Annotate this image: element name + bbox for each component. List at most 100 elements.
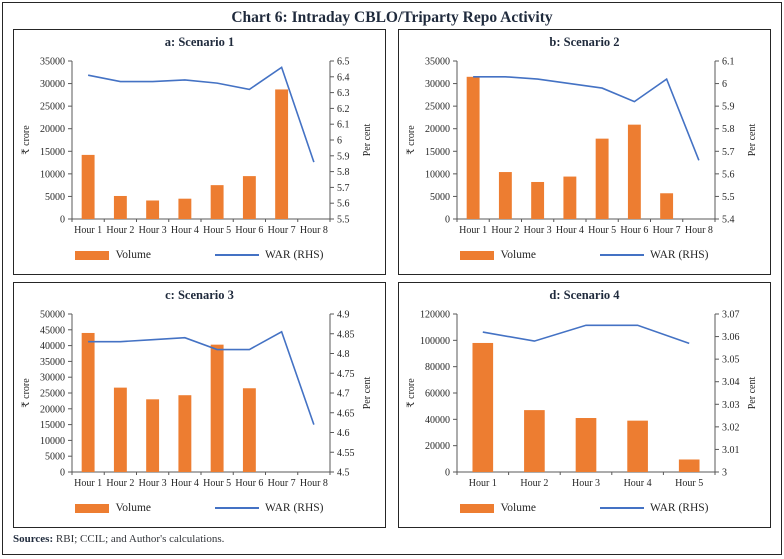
svg-text:5.6: 5.6 [337, 199, 350, 210]
svg-text:25000: 25000 [425, 102, 450, 113]
panel-title-b: b: Scenario 2 [549, 35, 620, 49]
svg-text:100000: 100000 [420, 336, 450, 347]
svg-text:4.5: 4.5 [337, 468, 350, 479]
svg-text:5.4: 5.4 [722, 215, 735, 226]
svg-text:Hour 3: Hour 3 [571, 478, 599, 489]
sources-text: RBI; CCIL; and Author's calculations. [53, 533, 225, 545]
legend-volume: Volume [75, 249, 151, 261]
svg-text:5.9: 5.9 [337, 151, 350, 162]
legend-war-label: WAR (RHS) [650, 249, 709, 261]
svg-text:Hour 5: Hour 5 [675, 478, 703, 489]
volume-swatch-icon [460, 250, 495, 260]
svg-text:30000: 30000 [40, 79, 65, 90]
svg-text:Hour 8: Hour 8 [299, 478, 327, 489]
svg-text:Hour 7: Hour 7 [267, 225, 295, 236]
panel-title-a: a: Scenario 1 [164, 35, 235, 49]
svg-text:5.9: 5.9 [722, 102, 735, 113]
svg-text:5000: 5000 [45, 452, 65, 463]
svg-text:6.3: 6.3 [337, 88, 350, 99]
panel-grid: a: Scenario 1 0 5000 10000 15000 20000 25000 3… [13, 29, 771, 528]
svg-text:5.8: 5.8 [337, 167, 350, 178]
chart-canvas-scenario-3: 0 5000 10000 15000 20000 25000 30000 35000 40000… [21, 310, 373, 490]
svg-text:Hour 2: Hour 2 [106, 225, 134, 236]
svg-text:Hour 2: Hour 2 [106, 478, 134, 489]
svg-text:₹ crore: ₹ crore [406, 378, 417, 408]
svg-text:4.6: 4.6 [337, 428, 350, 439]
svg-text:6.1: 6.1 [722, 57, 735, 68]
svg-text:40000: 40000 [40, 341, 65, 352]
svg-text:5.7: 5.7 [337, 183, 350, 194]
svg-text:Hour 5: Hour 5 [203, 225, 231, 236]
legend-b: Volume WAR (RHS) [399, 245, 770, 265]
svg-text:35000: 35000 [425, 57, 450, 68]
svg-text:45000: 45000 [40, 325, 65, 336]
svg-text:Hour 6: Hour 6 [235, 478, 263, 489]
svg-text:5.5: 5.5 [337, 215, 350, 226]
svg-text:Hour 7: Hour 7 [267, 478, 295, 489]
legend-war: WAR (RHS) [600, 502, 709, 514]
legend-volume-label: Volume [115, 502, 152, 514]
svg-text:Hour 4: Hour 4 [170, 225, 198, 236]
svg-text:₹ crore: ₹ crore [406, 125, 417, 155]
svg-text:Per cent: Per cent [747, 377, 758, 410]
svg-text:15000: 15000 [40, 147, 65, 158]
svg-text:4.8: 4.8 [337, 349, 350, 360]
svg-text:3.07: 3.07 [722, 310, 740, 321]
svg-text:Hour 6: Hour 6 [620, 225, 648, 236]
svg-text:6: 6 [722, 79, 727, 90]
panel-scenario-1: a: Scenario 1 0 5000 10000 15000 20000 25000 3… [13, 29, 386, 275]
panel-scenario-4: d: Scenario 4 0 20000 40000 60000 80000 10000… [398, 282, 771, 528]
legend-volume: Volume [460, 249, 536, 261]
legend-a: Volume WAR (RHS) [14, 245, 385, 265]
legend-volume: Volume [75, 502, 151, 514]
chart-canvas-scenario-4: 0 20000 40000 60000 80000 100000 120000 3 3.01 3.… [406, 310, 758, 490]
legend-volume-label: Volume [500, 249, 537, 261]
svg-text:4.85: 4.85 [337, 329, 355, 340]
svg-text:4.75: 4.75 [337, 369, 355, 380]
svg-text:6: 6 [337, 136, 342, 147]
svg-text:Hour 1: Hour 1 [74, 225, 102, 236]
svg-text:Hour 1: Hour 1 [459, 225, 487, 236]
svg-text:₹ crore: ₹ crore [21, 378, 32, 408]
svg-text:30000: 30000 [40, 373, 65, 384]
svg-text:6.5: 6.5 [337, 57, 350, 68]
svg-text:Hour 3: Hour 3 [523, 225, 551, 236]
panel-title-d: d: Scenario 4 [549, 288, 620, 302]
svg-text:0: 0 [60, 468, 65, 479]
svg-text:5.5: 5.5 [722, 192, 735, 203]
svg-text:4.7: 4.7 [337, 389, 350, 400]
chart-canvas-scenario-1: 0 5000 10000 15000 20000 25000 30000 35000 5.5 5.… [21, 57, 373, 237]
svg-text:4.65: 4.65 [337, 408, 355, 419]
svg-text:0: 0 [60, 215, 65, 226]
svg-text:6.2: 6.2 [337, 104, 350, 115]
panel-scenario-3: c: Scenario 3 0 5000 10000 15000 20000 25000 3… [13, 282, 386, 528]
svg-text:Hour 1: Hour 1 [74, 478, 102, 489]
svg-text:Hour 7: Hour 7 [652, 225, 680, 236]
svg-text:Hour 4: Hour 4 [623, 478, 651, 489]
war-line-icon [600, 507, 645, 509]
svg-text:Per cent: Per cent [362, 124, 373, 157]
svg-text:40000: 40000 [425, 415, 450, 426]
svg-text:6.1: 6.1 [337, 120, 350, 131]
svg-text:80000: 80000 [425, 362, 450, 373]
svg-text:Hour 4: Hour 4 [555, 225, 583, 236]
legend-volume: Volume [460, 502, 536, 514]
svg-text:Hour 8: Hour 8 [299, 225, 327, 236]
svg-text:Hour 4: Hour 4 [170, 478, 198, 489]
svg-text:Per cent: Per cent [747, 124, 758, 157]
legend-volume-label: Volume [500, 502, 537, 514]
svg-text:15000: 15000 [425, 147, 450, 158]
svg-text:3.04: 3.04 [722, 377, 740, 388]
svg-text:3.01: 3.01 [722, 445, 740, 456]
legend-war-label: WAR (RHS) [265, 502, 324, 514]
war-line-icon [215, 507, 260, 509]
svg-text:25000: 25000 [40, 389, 65, 400]
svg-text:60000: 60000 [425, 389, 450, 400]
svg-text:50000: 50000 [40, 310, 65, 321]
svg-text:20000: 20000 [425, 124, 450, 135]
legend-war-label: WAR (RHS) [650, 502, 709, 514]
legend-war: WAR (RHS) [215, 502, 324, 514]
svg-text:3.06: 3.06 [722, 332, 740, 343]
svg-text:3: 3 [722, 468, 727, 479]
